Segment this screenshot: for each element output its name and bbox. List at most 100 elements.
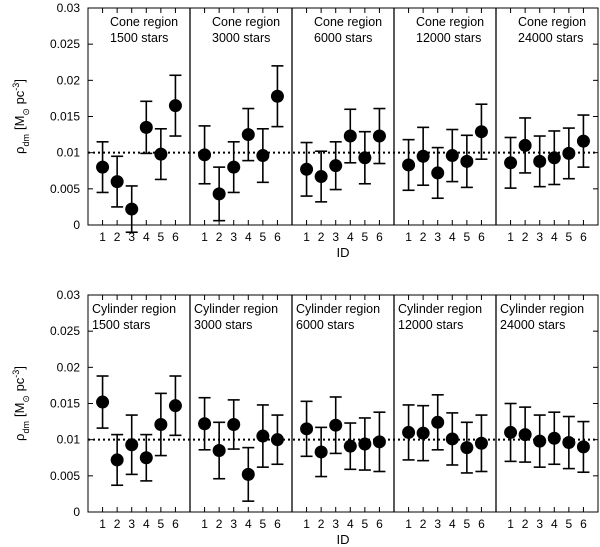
x-tick-label: 3 bbox=[230, 517, 237, 531]
x-tick-label: 6 bbox=[376, 517, 383, 531]
panel-region-label: Cylinder region bbox=[194, 302, 278, 316]
data-point bbox=[329, 418, 343, 432]
panel-1: Cylinder region 1500 stars 1 2 3 4 5 6 bbox=[92, 295, 182, 531]
chart-1: 0 0.005 0.01 0.015 0.02 0.025 0.03 ρdm [M⊙ pc-3]… bbox=[11, 1, 599, 260]
x-tick-label: 6 bbox=[274, 517, 281, 531]
x-tick-label: 5 bbox=[362, 230, 369, 244]
x-tick-label: 3 bbox=[434, 230, 441, 244]
x-tick-label: 2 bbox=[318, 230, 325, 244]
data-point bbox=[358, 437, 372, 451]
x-tick-label: 4 bbox=[143, 230, 150, 244]
y-tick-label: 0.015 bbox=[50, 397, 80, 411]
data-point bbox=[504, 156, 518, 170]
data-point bbox=[474, 436, 488, 450]
x-tick-label: 2 bbox=[318, 517, 325, 531]
y-axis-label-sup: -3 bbox=[11, 370, 21, 378]
data-point bbox=[212, 187, 226, 201]
x-tick-label: 2 bbox=[522, 517, 529, 531]
data-point bbox=[241, 467, 255, 481]
data-point bbox=[474, 125, 488, 139]
data-point bbox=[256, 429, 270, 443]
y-axis-label-close: ] bbox=[12, 79, 27, 83]
x-tick-label: 4 bbox=[245, 230, 252, 244]
data-point bbox=[416, 149, 430, 163]
y-tick-label: 0.015 bbox=[50, 110, 80, 124]
y-tick-label: 0.005 bbox=[50, 182, 80, 196]
y-tick-label: 0.025 bbox=[50, 324, 80, 338]
x-tick-label: 3 bbox=[332, 230, 339, 244]
data-point bbox=[110, 175, 124, 189]
x-tick-label: 1 bbox=[201, 517, 208, 531]
data-point bbox=[241, 128, 255, 142]
x-tick-label: 5 bbox=[464, 230, 471, 244]
x-tick-label: 1 bbox=[507, 230, 514, 244]
y-axis-label-symbol: ρ bbox=[12, 147, 27, 154]
data-point bbox=[372, 435, 386, 449]
data-point bbox=[139, 120, 153, 134]
data-point bbox=[562, 436, 576, 450]
data-point bbox=[402, 425, 416, 439]
x-tick-label: 1 bbox=[507, 517, 514, 531]
panel-stars-label: 3000 stars bbox=[194, 318, 252, 332]
data-point bbox=[270, 433, 284, 447]
data-point bbox=[270, 89, 284, 103]
x-tick-label: 3 bbox=[128, 517, 135, 531]
panel-stars-label: 3000 stars bbox=[212, 31, 270, 45]
data-point bbox=[168, 99, 182, 113]
x-tick-label: 5 bbox=[464, 517, 471, 531]
data-point bbox=[343, 439, 357, 453]
x-tick-label: 4 bbox=[347, 230, 354, 244]
panel-stars-label: 24000 stars bbox=[500, 318, 565, 332]
x-tick-label: 3 bbox=[128, 230, 135, 244]
x-tick-label: 6 bbox=[478, 230, 485, 244]
data-point bbox=[125, 438, 139, 452]
data-point bbox=[154, 417, 168, 431]
data-point bbox=[154, 147, 168, 161]
data-point bbox=[96, 160, 110, 174]
x-tick-label: 5 bbox=[260, 230, 267, 244]
panel-2: Cylinder region 3000 stars 1 2 3 4 5 6 bbox=[189, 295, 284, 531]
panel-stars-label: 12000 stars bbox=[398, 318, 463, 332]
x-tick-label: 6 bbox=[580, 517, 587, 531]
y-tick-label: 0.03 bbox=[57, 288, 81, 302]
data-point bbox=[125, 202, 139, 216]
x-tick-label: 2 bbox=[114, 230, 121, 244]
y-axis-label-sub: dm bbox=[21, 134, 31, 147]
x-tick-label: 4 bbox=[347, 517, 354, 531]
data-point bbox=[329, 159, 343, 173]
x-tick-label: 6 bbox=[172, 517, 179, 531]
data-point bbox=[227, 417, 241, 431]
panel-stars-label: 12000 stars bbox=[416, 31, 481, 45]
y-tick-label: 0.025 bbox=[50, 37, 80, 51]
panel-3: Cylinder region 6000 stars 1 2 3 4 5 6 bbox=[291, 295, 386, 531]
y-axis-label-open: [M bbox=[12, 403, 27, 417]
panel-stars-label: 24000 stars bbox=[518, 31, 583, 45]
data-point bbox=[372, 129, 386, 143]
data-point bbox=[212, 444, 226, 458]
x-tick-label: 2 bbox=[522, 230, 529, 244]
data-point bbox=[533, 434, 547, 448]
x-tick-label: 4 bbox=[449, 230, 456, 244]
y-tick-label: 0.01 bbox=[57, 433, 81, 447]
panel-region-label: Cone region bbox=[212, 15, 280, 29]
panel-stars-label: 1500 stars bbox=[110, 31, 168, 45]
data-point bbox=[533, 154, 547, 168]
data-point bbox=[547, 151, 561, 165]
data-point bbox=[96, 395, 110, 409]
panel-2: Cone region 3000 stars 1 2 3 4 5 6 bbox=[189, 8, 284, 244]
data-point bbox=[445, 432, 459, 446]
data-point bbox=[343, 129, 357, 143]
panel-stars-label: 6000 stars bbox=[296, 318, 354, 332]
x-tick-label: 1 bbox=[99, 517, 106, 531]
chart-2: 0 0.005 0.01 0.015 0.02 0.025 0.03 ρdm [M⊙ pc-3]… bbox=[11, 288, 599, 547]
data-point bbox=[139, 451, 153, 465]
x-tick-label: 6 bbox=[580, 230, 587, 244]
data-point bbox=[402, 158, 416, 172]
x-tick-label: 3 bbox=[434, 517, 441, 531]
panel-1: Cone region 1500 stars 1 2 3 4 5 6 bbox=[96, 8, 182, 244]
data-point bbox=[358, 151, 372, 165]
y-axis-label-sun: ⊙ bbox=[21, 395, 31, 403]
panel-region-label: Cylinder region bbox=[92, 302, 176, 316]
data-point bbox=[576, 134, 590, 148]
y-axis-label-sun: ⊙ bbox=[21, 108, 31, 116]
